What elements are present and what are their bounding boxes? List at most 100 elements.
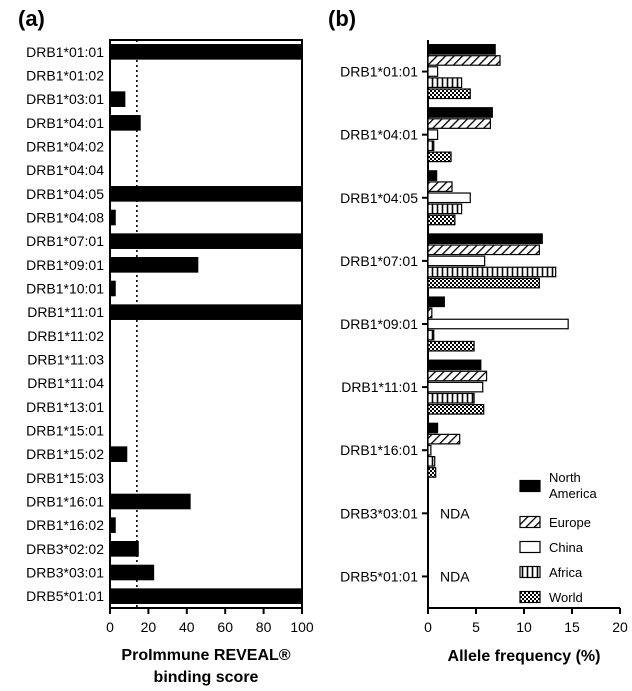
- bar-africa-drb1-11-01: [427, 392, 475, 404]
- bar-drb1-04-05: [110, 186, 302, 202]
- bar-europe-drb1-09-01: [427, 307, 433, 319]
- legend-label-china: China: [549, 540, 584, 555]
- bar-world-drb1-04-05: [427, 214, 456, 226]
- category-label-b-drb3-03-01: DRB3*03:01: [340, 505, 418, 521]
- bar-china-drb1-04-01: [427, 129, 439, 141]
- bar-china-drb1-16-01: [427, 444, 432, 456]
- legend-label-europe: Europe: [549, 515, 591, 530]
- x-tick-label-b-5: 5: [472, 619, 480, 635]
- category-label-drb1-03-01: DRB1*03:01: [26, 91, 104, 107]
- x-tick-label-a-20: 20: [141, 619, 157, 635]
- bar-europe-drb1-01-01: [427, 55, 501, 66]
- bar-world-drb1-11-01: [427, 403, 485, 415]
- category-label-b-drb1-11-01: DRB1*11:01: [341, 379, 418, 395]
- bar-north-america-drb1-09-01: [427, 296, 445, 308]
- x-axis-title-b: Allele frequency (%): [448, 648, 601, 665]
- legend-swatch-europe: [519, 515, 541, 529]
- x-tick-label-a-40: 40: [179, 619, 195, 635]
- bar-drb1-01-01: [110, 44, 302, 60]
- bar-drb1-04-01: [110, 115, 141, 131]
- category-label-b-drb1-04-01: DRB1*04:01: [340, 127, 418, 143]
- bar-africa-drb1-07-01: [427, 266, 557, 278]
- category-label-drb1-01-01: DRB1*01:01: [26, 44, 104, 60]
- category-label-b-drb1-16-01: DRB1*16:01: [340, 442, 418, 458]
- x-tick-label-b-15: 15: [564, 619, 580, 635]
- bar-europe-drb1-11-01: [427, 370, 488, 382]
- legend-label-north-america-line1: North: [549, 470, 581, 485]
- chart-a-binding-scores: DRB1*01:01 DRB1*01:02 DRB1*03:01 DRB1*04:01…: [26, 39, 314, 686]
- legend-label-world: World: [549, 590, 583, 605]
- bar-north-america-drb1-01-01: [427, 44, 496, 55]
- x-tick-label-a-0: 0: [106, 619, 114, 635]
- bar-africa-drb1-04-01: [427, 140, 435, 152]
- bar-drb1-03-01: [110, 91, 126, 107]
- category-label-b-drb1-04-05: DRB1*04:05: [340, 190, 418, 206]
- bar-north-america-drb1-07-01: [427, 233, 543, 245]
- bar-china-drb1-09-01: [427, 318, 569, 330]
- category-label-drb1-15-02: DRB1*15:02: [26, 446, 104, 462]
- bar-africa-drb1-01-01: [427, 77, 463, 89]
- legend-swatch-north-america: [519, 479, 541, 493]
- annotation-nda-drb3-03-01: NDA: [440, 505, 470, 521]
- bar-drb1-07-01: [110, 233, 302, 249]
- x-tick-label-b-10: 10: [516, 619, 532, 635]
- x-tick-label-a-80: 80: [256, 619, 272, 635]
- legend-swatch-world: [519, 590, 541, 604]
- panel-b-label: (b): [328, 6, 356, 31]
- bar-north-america-drb1-04-05: [427, 170, 438, 181]
- category-label-drb1-16-02: DRB1*16:02: [26, 517, 104, 533]
- category-label-drb5-01-01: DRB5*01:01: [26, 588, 104, 604]
- bar-china-drb1-07-01: [427, 255, 486, 267]
- category-label-drb3-03-01: DRB3*03:01: [26, 565, 104, 581]
- bar-drb3-02-02: [110, 541, 139, 557]
- bar-africa-drb1-16-01: [427, 455, 436, 467]
- category-label-drb1-11-01: DRB1*11:01: [27, 304, 104, 320]
- category-label-drb1-04-02: DRB1*04:02: [26, 139, 104, 155]
- legend-swatch-china: [519, 540, 541, 554]
- bar-europe-drb1-07-01: [427, 244, 540, 256]
- bar-drb1-16-01: [110, 493, 191, 510]
- category-label-drb1-10-01: DRB1*10:01: [26, 281, 104, 297]
- annotation-nda-drb5-01-01: NDA: [440, 568, 470, 584]
- bar-china-drb1-01-01: [427, 66, 439, 77]
- category-label-drb1-16-01: DRB1*16:01: [26, 494, 104, 510]
- bar-drb1-04-08: [110, 209, 116, 226]
- category-label-drb1-15-03: DRB1*15:03: [26, 470, 104, 486]
- chart-b-allele-frequency: DRB1*01:01 DRB1*04:01 DRB1*04:05 DRB1*07:01…: [340, 40, 628, 665]
- x-axis-title-a-line1: ProImmune REVEAL®: [121, 647, 290, 664]
- bar-world-drb1-01-01: [427, 88, 471, 100]
- x-tick-label-a-60: 60: [217, 619, 233, 635]
- bar-north-america-drb1-04-01: [427, 107, 493, 118]
- legend-swatch-africa: [519, 565, 541, 579]
- category-label-drb1-01-02: DRB1*01:02: [26, 68, 104, 84]
- category-label-b-drb5-01-01: DRB5*01:01: [340, 568, 418, 584]
- bar-drb1-09-01: [110, 257, 199, 273]
- category-label-drb1-11-02: DRB1*11:02: [27, 328, 104, 344]
- bar-world-drb1-09-01: [427, 340, 475, 352]
- category-label-drb1-13-01: DRB1*13:01: [26, 399, 104, 415]
- bar-drb1-11-01: [110, 304, 302, 320]
- category-label-drb1-04-05: DRB1*04:05: [26, 186, 104, 202]
- legend-label-africa: Africa: [549, 565, 583, 580]
- category-label-drb1-11-03: DRB1*11:03: [27, 352, 104, 368]
- category-label-drb1-04-08: DRB1*04:08: [26, 210, 104, 226]
- category-label-b-drb1-01-01: DRB1*01:01: [340, 64, 418, 80]
- category-label-drb3-02-02: DRB3*02:02: [26, 541, 104, 557]
- x-tick-label-b-20: 20: [612, 619, 628, 635]
- category-label-drb1-07-01: DRB1*07:01: [26, 233, 104, 249]
- category-label-drb1-15-01: DRB1*15:01: [26, 423, 104, 439]
- bar-drb1-10-01: [110, 280, 116, 297]
- x-axis-title-a-line2: binding score: [154, 669, 259, 686]
- category-label-b-drb1-07-01: DRB1*07:01: [340, 253, 418, 269]
- bar-drb1-16-02: [110, 517, 116, 533]
- category-label-drb1-09-01: DRB1*09:01: [26, 257, 104, 273]
- bar-world-drb1-04-01: [427, 151, 452, 163]
- category-label-b-drb1-09-01: DRB1*09:01: [340, 316, 418, 332]
- legend-label-north-america-line2: America: [549, 486, 597, 501]
- bar-drb3-03-01: [110, 564, 155, 581]
- bar-china-drb1-11-01: [427, 381, 484, 393]
- bar-africa-drb1-09-01: [427, 329, 435, 341]
- bar-world-drb1-07-01: [427, 277, 540, 289]
